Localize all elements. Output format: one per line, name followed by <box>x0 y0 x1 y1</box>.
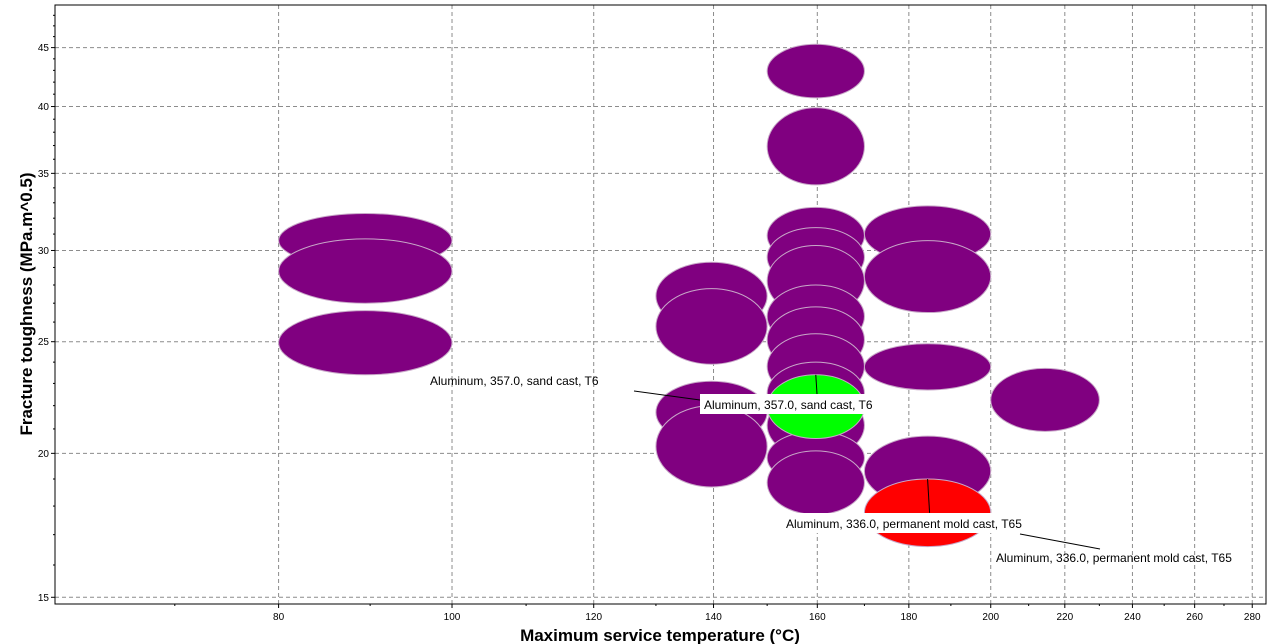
annotation-green-box <box>700 394 890 414</box>
bubble-2[interactable] <box>278 310 453 376</box>
x-tick-label-3: 140 <box>705 612 722 623</box>
y-tick-label-3: 30 <box>38 246 50 257</box>
annotation-green-outer: Aluminum, 357.0, sand cast, T6 <box>430 374 599 388</box>
y-tick-label-0: 15 <box>38 593 50 604</box>
bubble-7[interactable] <box>766 43 865 99</box>
bubble-6[interactable] <box>655 405 768 488</box>
bubble-1[interactable] <box>278 238 453 304</box>
x-tick-label-2: 120 <box>585 612 602 623</box>
bubble-18[interactable] <box>766 450 865 515</box>
annotation-leader-red <box>1019 533 1101 550</box>
annotation-layer: Aluminum, 357.0, sand cast, T6 Aluminum,… <box>430 374 1232 565</box>
bubble-22[interactable] <box>863 343 992 391</box>
x-tick-label-6: 200 <box>982 612 999 623</box>
bubble-25[interactable] <box>990 367 1100 432</box>
bubble-8[interactable] <box>766 107 865 186</box>
bubble-highlight-red-marker <box>927 478 931 513</box>
x-axis-title: Maximum service temperature (°C) <box>520 626 800 644</box>
x-tick-label-7: 220 <box>1056 612 1073 623</box>
y-tick-label-1: 20 <box>38 449 50 460</box>
bubble-4[interactable] <box>655 288 768 365</box>
y-tick-label-6: 45 <box>38 43 50 54</box>
plot-frame <box>54 4 1267 605</box>
annotation-green-inner[interactable]: Aluminum, 357.0, sand cast, T6 <box>704 398 873 412</box>
annotation-red-outer: Aluminum, 336.0, permanent mold cast, T6… <box>996 551 1232 565</box>
x-tick-label-4: 160 <box>809 612 826 623</box>
annotation-leader-green <box>633 390 701 401</box>
y-axis-title: Fracture toughness (MPa.m^0.5) <box>17 172 36 435</box>
y-tick-label-2: 25 <box>38 337 50 348</box>
y-tick-label-4: 35 <box>38 169 50 180</box>
x-tick-label-9: 260 <box>1186 612 1203 623</box>
annotation-red-inner[interactable]: Aluminum, 336.0, permanent mold cast, T6… <box>786 517 1022 531</box>
bubble-highlight-red[interactable] <box>863 478 992 548</box>
x-tick-label-0: 80 <box>273 612 285 623</box>
axes: 80 100 120 140 160 180 200 220 240 260 280 15 20 25 30… <box>38 4 1267 623</box>
x-tick-label-10: 280 <box>1244 612 1261 623</box>
bubble-21[interactable] <box>863 240 992 314</box>
x-tick-label-1: 100 <box>444 612 461 623</box>
y-tick-label-5: 40 <box>38 102 50 113</box>
x-tick-label-5: 180 <box>901 612 918 623</box>
x-tick-label-8: 240 <box>1124 612 1141 623</box>
annotation-red-box <box>782 513 1020 533</box>
